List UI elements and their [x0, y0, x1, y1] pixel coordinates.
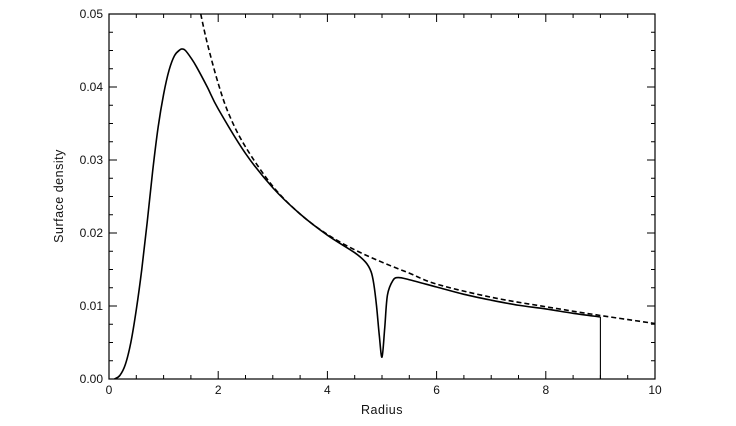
plot-border: [108, 13, 656, 380]
y-tick-label: 0.04: [80, 80, 104, 94]
x-tick-label: 0: [106, 383, 113, 397]
x-tick-label: 10: [648, 383, 662, 397]
dashed-series-line: [199, 13, 656, 325]
x-tick-label: 6: [433, 383, 440, 397]
y-axis-label: Surface density: [52, 149, 66, 243]
x-tick-label: 8: [542, 383, 549, 397]
y-tick-label: 0.02: [80, 226, 104, 240]
axis-tick-labels: 0 2 4 6 8 10 0.00 0.01 0.02 0.03 0.04 0.05: [80, 7, 662, 397]
y-tick-label: 0.01: [80, 299, 104, 313]
y-tick-label: 0.00: [80, 372, 104, 386]
x-tick-label: 4: [324, 383, 331, 397]
axis-ticks: [108, 13, 656, 380]
plot-frame: [108, 13, 656, 380]
y-tick-label: 0.03: [80, 153, 104, 167]
x-tick-label: 2: [215, 383, 222, 397]
solid-series-line: [114, 48, 601, 380]
series-layer: [114, 13, 656, 380]
x-axis-label: Radius: [361, 403, 403, 417]
y-tick-label: 0.05: [80, 7, 104, 21]
